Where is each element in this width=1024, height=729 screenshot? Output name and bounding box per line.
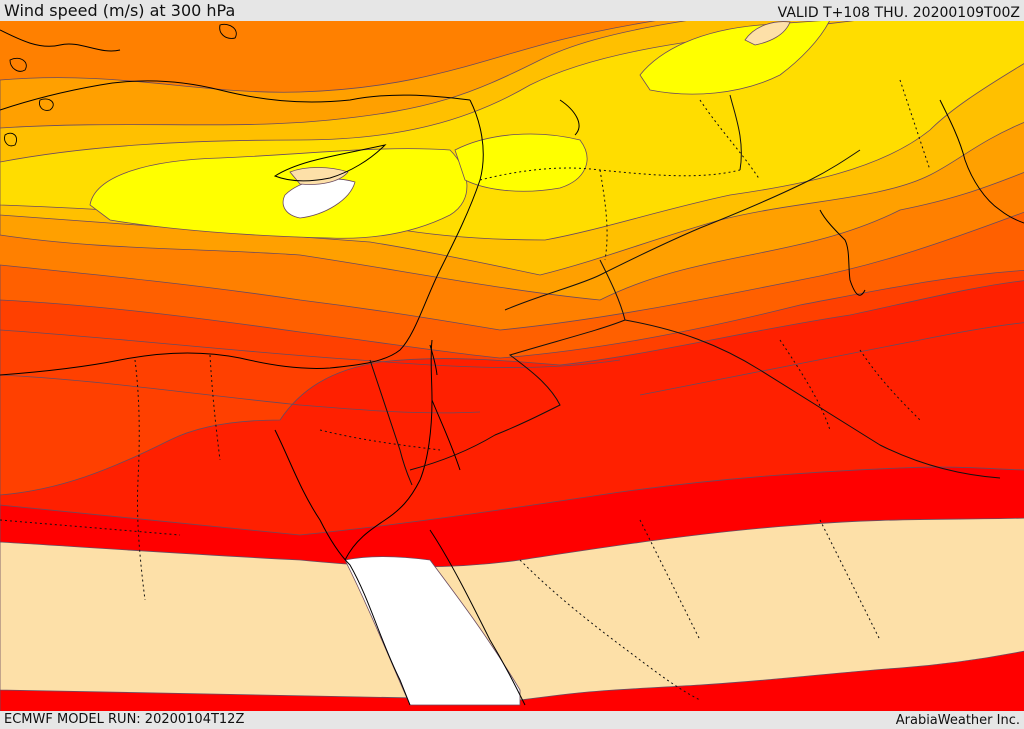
band-yellow-bright-north [639,21,830,95]
weather-map[interactable] [0,21,1024,711]
wind-speed-map [0,21,1024,711]
borders [0,79,931,701]
map-title: Wind speed (m/s) at 300 hPa [4,1,236,20]
credit-label: ArabiaWeather Inc. [895,713,1020,728]
band-yellow-bright-mid [454,133,588,192]
solid-borders [369,94,1001,486]
band-tan-cyprus [289,167,349,185]
valid-time: VALID T+108 THU. 20200109T00Z [777,5,1020,21]
coastlines [0,29,1024,706]
header-bar: Wind speed (m/s) at 300 hPa VALID T+108 … [0,0,1024,21]
band-white-red-sea [344,556,521,706]
band-tan-south [0,517,1024,701]
band-tan-north [744,21,791,46]
model-run-label: ECMWF MODEL RUN: 20200104T12Z [4,712,245,727]
footer-bar: ECMWF MODEL RUN: 20200104T12Z ArabiaWeat… [0,711,1024,729]
aegean-islands [4,23,237,147]
